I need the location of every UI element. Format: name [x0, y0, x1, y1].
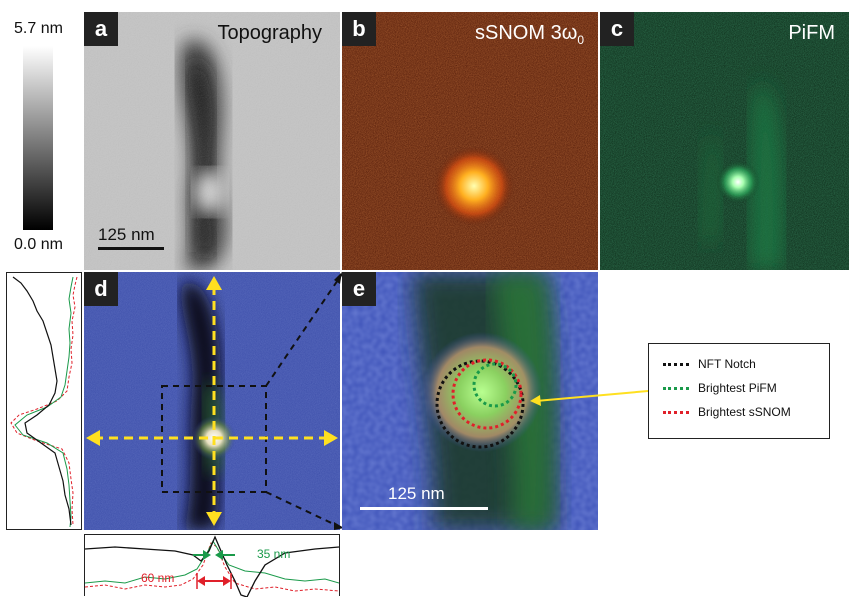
vertical-profile-ssnom-curve: [10, 276, 78, 526]
colorbar-max-label: 5.7 nm: [14, 20, 63, 37]
legend: NFT Notch Brightest PiFM Brightest sSNOM: [648, 343, 830, 439]
panel-a-scalebar: 125 nm: [98, 225, 164, 250]
panel-b-ssnom: b sSNOM 3ω0: [342, 12, 598, 270]
colorbar: 5.7 nm 0.0 nm: [0, 0, 84, 262]
overlay-image: [84, 272, 340, 530]
panel-a-topography: a Topography 125 nm: [84, 12, 340, 270]
panel-a-title: Topography: [217, 22, 322, 44]
panel-b-label: b: [342, 12, 376, 46]
panel-e-zoom: e 125 nm: [342, 272, 598, 530]
ssnom-image: [342, 12, 598, 270]
horizontal-profile-ssnom-curve: [85, 542, 339, 592]
topography-image: [84, 12, 340, 270]
horizontal-profile-plot: 60 nm 35 nm: [84, 534, 340, 597]
panel-a-label: a: [84, 12, 118, 46]
label-60nm: 60 nm: [141, 571, 175, 585]
panel-c-label: c: [600, 12, 634, 46]
panel-a-scalebar-line: [98, 247, 164, 250]
legend-swatch-nft-notch: [663, 362, 689, 366]
legend-label-nft-notch: NFT Notch: [698, 357, 756, 371]
profile-arrows: [94, 286, 330, 516]
colorbar-min-label: 0.0 nm: [14, 236, 63, 253]
panel-d-label: d: [84, 272, 118, 306]
legend-item-brightest-ssnom: Brightest sSNOM: [663, 400, 829, 424]
panel-e-scalebar-line: [360, 507, 488, 510]
panel-c-title: PiFM: [788, 22, 835, 44]
vertical-profile-plot: [6, 272, 82, 530]
panel-b-title-subscript: 0: [577, 33, 584, 47]
panel-b-title: sSNOM 3ω0: [475, 22, 584, 47]
panel-d-overlay: d: [84, 272, 340, 530]
panel-a-scalebar-label: 125 nm: [98, 225, 155, 244]
panel-e-scalebar: 125 nm: [360, 484, 488, 510]
colorbar-gradient: [23, 46, 53, 230]
panel-b-title-text: sSNOM 3ω: [475, 22, 578, 44]
legend-item-nft-notch: NFT Notch: [663, 352, 829, 376]
legend-item-brightest-pifm: Brightest PiFM: [663, 376, 829, 400]
panel-e-scalebar-label: 125 nm: [388, 484, 445, 503]
vertical-profile-curves: [10, 276, 78, 528]
horizontal-profile-curves: [85, 535, 339, 597]
legend-label-brightest-ssnom: Brightest sSNOM: [698, 405, 791, 419]
vertical-profile-topography-curve: [12, 276, 72, 526]
legend-label-brightest-pifm: Brightest PiFM: [698, 381, 777, 395]
panel-c-pifm: c PiFM: [600, 12, 849, 270]
legend-swatch-brightest-ssnom: [663, 410, 689, 414]
pifm-image: [600, 12, 849, 270]
zoom-image: [342, 272, 598, 530]
label-35nm: 35 nm: [257, 547, 291, 561]
legend-swatch-brightest-pifm: [663, 386, 689, 390]
horizontal-profile-topography-curve: [85, 535, 339, 597]
panel-e-label: e: [342, 272, 376, 306]
